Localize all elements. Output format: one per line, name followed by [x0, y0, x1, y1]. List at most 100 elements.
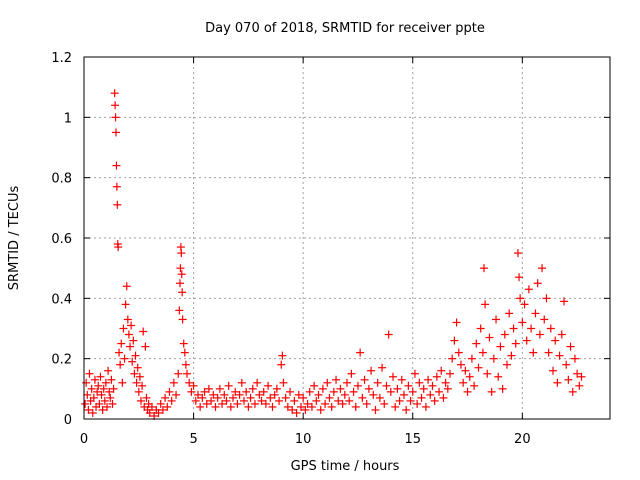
data-point	[378, 363, 387, 372]
data-point	[435, 387, 444, 396]
data-point	[248, 384, 257, 393]
data-point	[496, 342, 505, 351]
data-point	[553, 378, 562, 387]
data-point	[452, 318, 461, 327]
data-point	[103, 402, 112, 411]
data-point	[375, 393, 384, 402]
data-point	[154, 408, 163, 417]
data-point	[112, 161, 121, 170]
data-point	[316, 405, 325, 414]
data-point	[347, 369, 356, 378]
data-point	[117, 339, 126, 348]
data-point	[474, 363, 483, 372]
data-point	[296, 402, 305, 411]
data-point	[101, 378, 110, 387]
data-point	[419, 384, 428, 393]
data-point	[178, 315, 187, 324]
data-point	[118, 378, 127, 387]
data-point	[277, 360, 286, 369]
data-point	[513, 249, 522, 258]
data-point	[489, 354, 498, 363]
data-point	[239, 396, 248, 405]
data-point	[257, 396, 266, 405]
data-point	[98, 405, 107, 414]
data-point	[185, 378, 194, 387]
data-point	[207, 396, 216, 405]
data-point	[278, 351, 287, 360]
data-point	[562, 360, 571, 369]
data-point	[169, 378, 178, 387]
data-point	[292, 408, 301, 417]
data-point	[158, 405, 167, 414]
data-point	[196, 402, 205, 411]
grid-lines	[84, 57, 610, 419]
data-point	[229, 393, 238, 402]
data-point	[518, 318, 527, 327]
data-point	[105, 387, 114, 396]
data-point	[310, 381, 319, 390]
data-point	[343, 378, 351, 387]
data-point	[175, 279, 184, 288]
data-point	[531, 309, 540, 318]
data-point	[244, 402, 253, 411]
data-point	[465, 372, 474, 381]
data-point	[492, 315, 501, 324]
data-point	[191, 396, 200, 405]
data-point	[147, 402, 156, 411]
y-tick-label: 0.6	[51, 232, 72, 247]
data-point	[527, 324, 536, 333]
data-point	[340, 390, 349, 399]
data-point	[211, 402, 220, 411]
data-point	[89, 393, 98, 402]
data-point	[402, 405, 411, 414]
data-point	[487, 387, 496, 396]
data-point	[323, 378, 332, 387]
data-point	[356, 348, 365, 357]
data-point	[535, 330, 544, 339]
data-point	[437, 366, 446, 375]
data-point	[577, 372, 586, 381]
data-point	[120, 354, 129, 363]
data-point	[522, 336, 531, 345]
data-point	[432, 372, 441, 381]
data-point	[386, 387, 395, 396]
data-point	[353, 381, 362, 390]
x-tick-label: 15	[404, 432, 421, 447]
data-point	[459, 378, 468, 387]
data-point	[90, 375, 99, 384]
data-point	[84, 405, 93, 414]
data-point	[255, 390, 264, 399]
data-point	[549, 366, 558, 375]
data-point	[529, 348, 538, 357]
data-point	[81, 399, 90, 408]
x-axis-label: GPS time / hours	[291, 459, 400, 474]
data-point	[215, 384, 224, 393]
data-point	[272, 384, 281, 393]
data-point	[97, 390, 106, 399]
data-point	[88, 408, 97, 417]
data-point	[557, 330, 566, 339]
data-point	[181, 360, 190, 369]
data-point	[233, 399, 242, 408]
data-point	[127, 321, 136, 330]
data-point	[360, 375, 369, 384]
data-point	[111, 113, 120, 122]
data-point	[177, 249, 186, 258]
data-point	[126, 342, 135, 351]
data-point	[165, 387, 174, 396]
data-point	[415, 378, 424, 387]
data-point	[115, 348, 124, 357]
data-point	[303, 399, 312, 408]
data-point	[83, 390, 92, 399]
data-point	[128, 357, 137, 366]
data-point	[408, 387, 417, 396]
data-point	[430, 396, 439, 405]
data-point	[516, 294, 525, 303]
data-point	[111, 101, 120, 110]
data-point	[202, 399, 211, 408]
data-point	[505, 309, 514, 318]
y-tick-label: 1	[64, 111, 72, 126]
data-point	[559, 297, 568, 306]
data-point	[417, 393, 426, 402]
data-point	[470, 381, 479, 390]
